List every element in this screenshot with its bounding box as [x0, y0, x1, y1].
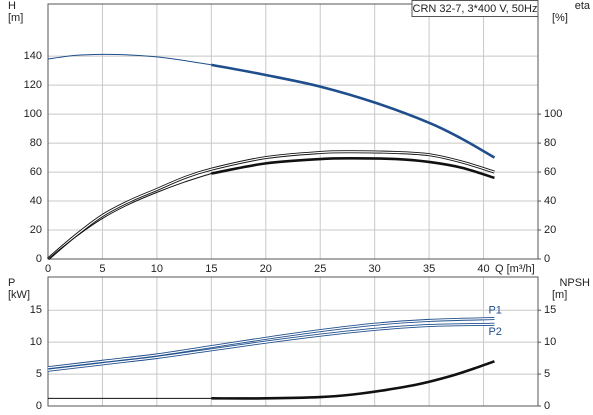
chart-title: CRN 32-7, 3*400 V, 50Hz: [413, 3, 538, 15]
title-box: [411, 0, 539, 17]
y-tick-label: 80: [30, 137, 42, 149]
y-tick-label: 60: [30, 166, 42, 178]
x-tick-label: 10: [151, 263, 163, 275]
y-tick-label: 140: [24, 50, 42, 62]
y-tick-label: 5: [36, 368, 42, 380]
curve: [47, 322, 495, 372]
y2-tick-label: 0: [544, 400, 550, 412]
y2-tick-label: 100: [544, 108, 562, 120]
y-tick-label: 40: [30, 195, 42, 207]
y-tick-label: 10: [30, 336, 42, 348]
plot-frame: [47, 276, 539, 407]
plot-frame: [47, 3, 539, 260]
x-tick-label: 15: [205, 263, 217, 275]
y2-tick-label: 20: [544, 224, 556, 236]
y-axis-unit: [m]: [8, 12, 23, 24]
y-tick-label: 0: [36, 253, 42, 265]
y2-tick-label: 5: [544, 368, 550, 380]
y-tick-label: 120: [24, 79, 42, 91]
x-tick-label: 0: [45, 263, 51, 275]
y-axis-unit: [kW]: [8, 289, 30, 301]
y2-axis-label: NPSH: [559, 277, 590, 289]
curve-label: P1: [488, 304, 501, 316]
y2-tick-label: 40: [544, 195, 556, 207]
y2-tick-label: 10: [544, 336, 556, 348]
y-tick-label: 20: [30, 224, 42, 236]
curve: [47, 53, 212, 66]
x-tick-label: 25: [314, 263, 326, 275]
y2-axis-unit: [%]: [552, 12, 568, 24]
curve-inner: [47, 317, 495, 369]
x-tick-label: 5: [99, 263, 105, 275]
x-tick-label: 30: [369, 263, 381, 275]
curve-label: P2: [488, 326, 501, 338]
y2-axis-unit: [m]: [552, 289, 567, 301]
curve: [211, 360, 495, 400]
y-axis-label: H: [8, 0, 16, 12]
y-axis-label: P: [8, 277, 15, 289]
curve: [47, 150, 495, 261]
x-axis-label: Q [m³/h]: [495, 263, 535, 275]
y2-tick-label: 80: [544, 137, 556, 149]
x-tick-label: 40: [477, 263, 489, 275]
y-tick-label: 100: [24, 108, 42, 120]
curve: [47, 173, 212, 260]
x-tick-label: 20: [260, 263, 272, 275]
curve-inner: [47, 323, 495, 371]
y-tick-label: 0: [36, 400, 42, 412]
y2-tick-label: 60: [544, 166, 556, 178]
x-tick-label: 35: [423, 263, 435, 275]
y-tick-label: 15: [30, 304, 42, 316]
y2-tick-label: 0: [544, 253, 550, 265]
curve-inner: [47, 151, 495, 260]
y2-tick-label: 15: [544, 304, 556, 316]
curve: [211, 63, 496, 159]
curve: [211, 156, 495, 180]
y2-axis-label: eta: [575, 0, 591, 12]
